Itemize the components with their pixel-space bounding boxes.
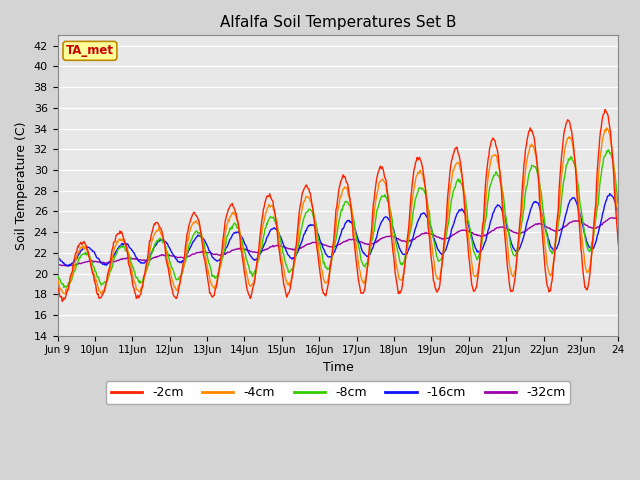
X-axis label: Time: Time [323,361,353,374]
Title: Alfalfa Soil Temperatures Set B: Alfalfa Soil Temperatures Set B [220,15,456,30]
Text: TA_met: TA_met [66,44,114,57]
Legend: -2cm, -4cm, -8cm, -16cm, -32cm: -2cm, -4cm, -8cm, -16cm, -32cm [106,382,570,405]
Y-axis label: Soil Temperature (C): Soil Temperature (C) [15,121,28,250]
